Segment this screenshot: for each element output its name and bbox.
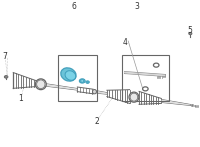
Polygon shape (97, 91, 107, 94)
Bar (122, 55, 169, 101)
Ellipse shape (61, 68, 76, 81)
Polygon shape (125, 72, 165, 76)
Text: 7: 7 (3, 52, 7, 61)
Text: 6: 6 (72, 2, 77, 11)
Ellipse shape (65, 71, 76, 80)
Ellipse shape (129, 92, 139, 102)
Text: 2: 2 (95, 117, 99, 126)
Text: 5: 5 (187, 26, 192, 35)
Ellipse shape (79, 79, 85, 83)
Ellipse shape (87, 82, 88, 83)
Ellipse shape (189, 32, 192, 35)
Ellipse shape (86, 81, 89, 83)
Text: 1: 1 (18, 94, 22, 103)
Ellipse shape (35, 79, 46, 90)
Ellipse shape (4, 76, 8, 78)
Text: 3: 3 (134, 2, 139, 11)
Bar (58, 55, 97, 101)
Polygon shape (162, 100, 191, 105)
Ellipse shape (81, 80, 84, 82)
Ellipse shape (93, 90, 96, 94)
Text: 4: 4 (122, 38, 127, 47)
Polygon shape (46, 84, 77, 90)
